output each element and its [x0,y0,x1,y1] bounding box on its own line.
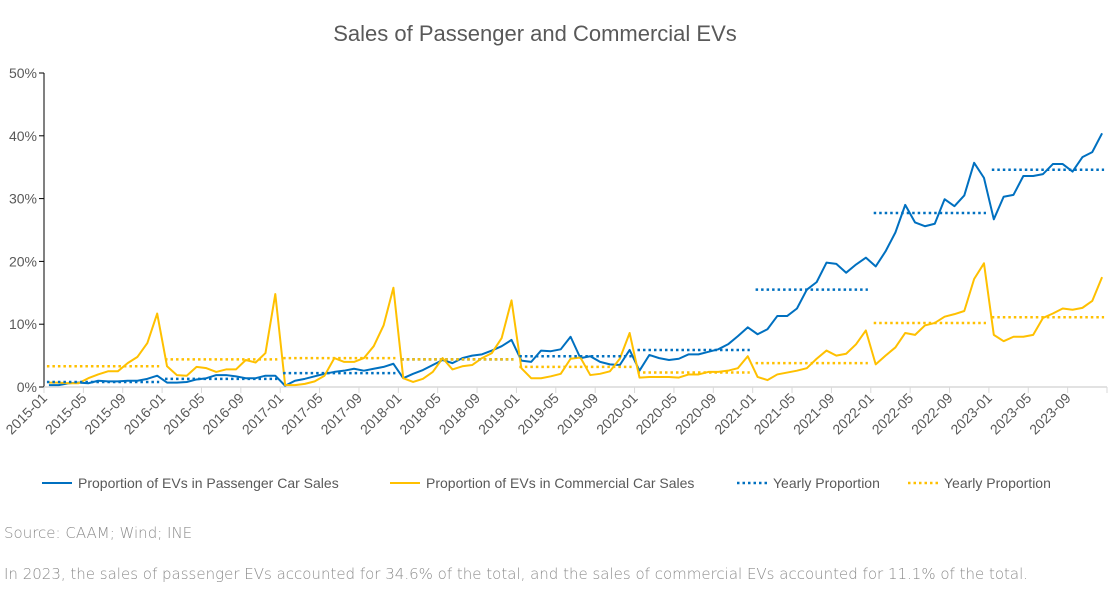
y-tick-label: 30% [9,191,37,207]
legend-label: Yearly Proportion [944,475,1051,491]
legend: Proportion of EVs in Passenger Car Sales… [42,475,1051,491]
x-tick-label: 2016-05 [160,390,208,438]
y-axis: 0% 10% 20% 30% 40% 50% [9,65,45,395]
x-tick-label: 2018-01 [357,390,405,438]
source-note: Source: CAAM; Wind; INE [4,524,193,542]
chart: Sales of Passenger and Commercial EVs 0%… [2,21,1108,491]
x-tick-label: 2018-05 [396,390,444,438]
series-line-1 [48,262,1104,387]
x-tick-label: 2020-01 [593,390,641,438]
y-tick-label: 20% [9,253,37,269]
x-tick-label: 2021-09 [790,390,838,438]
y-tick-label: 10% [9,316,37,332]
x-tick-label: 2022-05 [869,390,917,438]
x-tick-label: 2019-09 [554,390,602,438]
plot-area [46,132,1105,387]
legend-label: Yearly Proportion [773,475,880,491]
legend-label: Proportion of EVs in Commercial Car Sale… [426,475,694,491]
x-tick-label: 2021-01 [711,390,759,438]
x-tick-label: 2015-09 [81,390,129,438]
series-line-0 [48,132,1103,387]
y-tick-label: 50% [9,65,37,81]
legend-label: Proportion of EVs in Passenger Car Sales [78,475,339,491]
x-tick-label: 2016-01 [121,390,169,438]
x-tick-label: 2023-09 [1026,390,1074,438]
x-tick-label: 2017-09 [317,390,365,438]
x-tick-label: 2017-01 [239,390,287,438]
x-tick-label: 2017-05 [278,390,326,438]
x-tick-label: 2018-09 [436,390,484,438]
x-tick-label: 2019-01 [475,390,523,438]
x-tick-label: 2015-01 [2,390,50,438]
footnote: In 2023, the sales of passenger EVs acco… [4,565,1029,583]
y-tick-label: 40% [9,128,37,144]
x-tick-label: 2023-05 [987,390,1035,438]
x-tick-label: 2019-05 [514,390,562,438]
x-axis: 2015-012015-052015-092016-012016-052016-… [2,386,1108,438]
x-tick-label: 2022-09 [908,390,956,438]
x-tick-label: 2022-01 [829,390,877,438]
x-tick-label: 2023-01 [947,390,995,438]
x-tick-label: 2015-05 [42,390,90,438]
x-tick-label: 2020-09 [672,390,720,438]
x-tick-label: 2021-05 [751,390,799,438]
x-tick-label: 2020-05 [632,390,680,438]
chart-title: Sales of Passenger and Commercial EVs [333,21,737,46]
y-tick-label: 0% [17,379,37,395]
x-tick-label: 2016-09 [199,390,247,438]
